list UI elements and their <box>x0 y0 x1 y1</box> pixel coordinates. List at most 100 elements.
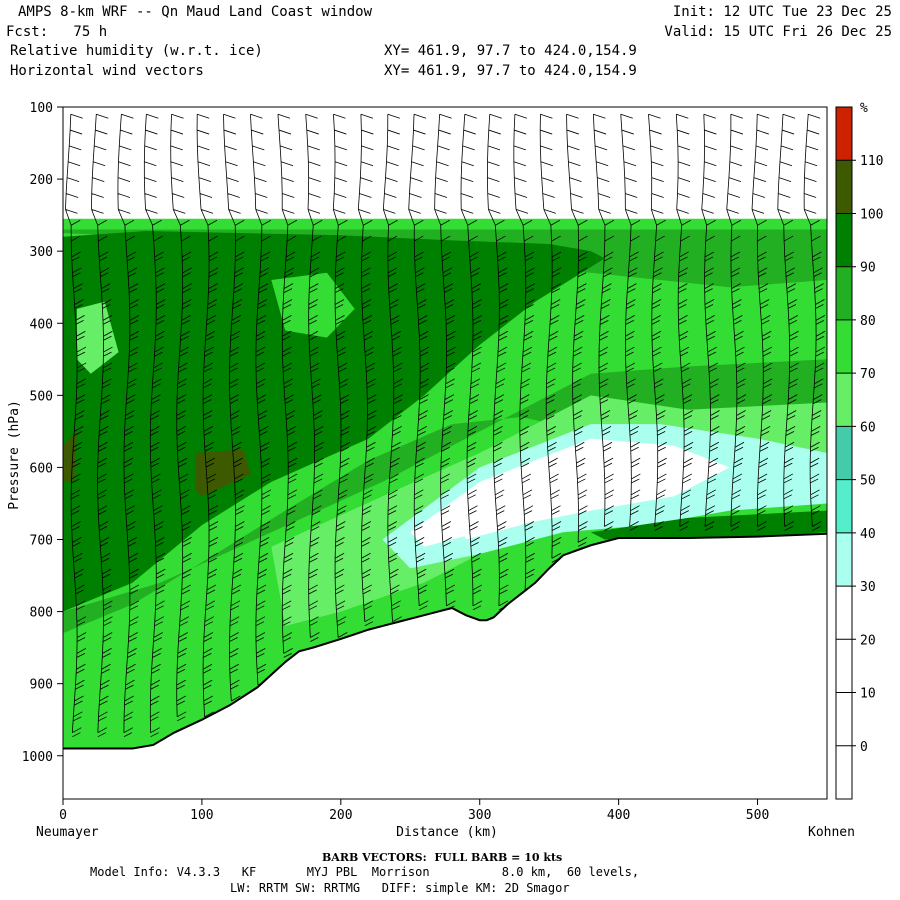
barb-column <box>196 113 219 722</box>
x-tick-label: 0 <box>59 808 67 823</box>
barb-column <box>143 113 166 738</box>
barb-column <box>487 113 509 611</box>
colorbar-segment <box>836 319 852 374</box>
y-tick-label: 600 <box>30 461 53 476</box>
x-tick-label: 100 <box>190 808 213 823</box>
colorbar-segment <box>836 745 852 799</box>
barb-column <box>513 113 535 595</box>
barb-column <box>803 113 826 531</box>
header-line4-left: Horizontal wind vectors <box>10 63 204 79</box>
colorbar-segment <box>836 532 852 587</box>
x-right-label: Kohnen <box>808 825 855 840</box>
colorbar-label: 60 <box>860 420 876 435</box>
colorbar-segment <box>836 479 852 533</box>
colorbar-segment <box>836 373 852 427</box>
y-tick-label: 300 <box>30 245 53 260</box>
colorbar-label: 50 <box>860 474 876 489</box>
colorbar-label: 80 <box>860 314 876 329</box>
colorbar-frame <box>835 106 853 800</box>
header-line2-left: Fcst: 75 h <box>6 24 108 40</box>
colorbar-unit: % <box>860 101 868 116</box>
barb-column <box>460 113 483 611</box>
colorbar-label: 40 <box>860 527 876 542</box>
colorbar-segment <box>836 639 852 693</box>
terrain-fill <box>63 533 827 799</box>
y-axis-label: Pressure (hPa) <box>7 400 22 510</box>
barb-column <box>539 113 562 563</box>
barb-column <box>592 113 615 531</box>
x-tick-label: 200 <box>329 808 352 823</box>
header-line3-left: Relative humidity (w.r.t. ice) <box>10 43 263 59</box>
model-info: Model Info: V4.3.3 KF MYJ PBL Morrison 8… <box>90 865 640 879</box>
physics-info: LW: RRTM SW: RRTMG DIFF: simple KM: 2D S… <box>230 881 570 895</box>
header-line1-right: Init: 12 UTC Tue 23 Dec 25 <box>672 4 892 20</box>
barb-column <box>277 113 298 658</box>
wind-barbs <box>65 113 826 738</box>
header-line4-right: XY= 461.9, 97.7 to 424.0,154.9 <box>384 63 637 79</box>
colorbar-label: 20 <box>860 633 876 648</box>
barb-column <box>250 113 272 690</box>
header-line3-right: XY= 461.9, 97.7 to 424.0,154.9 <box>384 43 637 59</box>
rh-region-8 <box>451 467 591 540</box>
barb-column <box>305 113 324 642</box>
barb-column <box>65 113 87 738</box>
colorbar-label: 100 <box>860 207 883 222</box>
header-line1-left: AMPS 8-km WRF -- Qn Maud Land Coast wind… <box>18 4 373 20</box>
colorbar-segment <box>836 426 852 480</box>
barb-column <box>777 113 799 531</box>
x-tick-label: 300 <box>468 808 491 823</box>
colorbar-segment <box>836 107 852 161</box>
terrain-line <box>63 532 827 750</box>
y-tick-label: 1000 <box>22 750 53 765</box>
rh-shading <box>63 107 827 749</box>
barb-column <box>648 113 667 531</box>
barb-column <box>91 113 113 738</box>
barb-column <box>726 113 747 531</box>
colorbar-label: 70 <box>860 367 876 382</box>
y-tick-label: 100 <box>30 101 53 116</box>
x-tick-label: 400 <box>607 808 630 823</box>
barb-column <box>434 113 456 611</box>
terrain-mask <box>63 532 827 799</box>
colorbar-segment <box>836 266 852 320</box>
x-axis-label: Distance (km) <box>396 825 498 840</box>
colorbar-segment <box>836 213 852 267</box>
barb-column <box>675 113 694 531</box>
y-tick-label: 800 <box>30 606 53 621</box>
colorbar-segment <box>836 586 852 640</box>
barb-column <box>566 113 588 547</box>
barb-column <box>223 113 245 706</box>
colorbar-label: 90 <box>860 261 876 276</box>
y-tick-label: 400 <box>30 317 53 332</box>
plot-frame <box>62 106 828 800</box>
rh-region-9 <box>590 510 827 540</box>
y-axis: 100 200 300 400 500 600 700 800 900 1000 <box>22 101 63 765</box>
header-line2-right: Valid: 15 UTC Fri 26 Dec 25 <box>664 24 892 40</box>
x-left-label: Neumayer <box>36 825 99 840</box>
barb-column <box>408 113 430 611</box>
barb-column <box>751 113 773 531</box>
barb-note: BARB VECTORS: FULL BARB = 10 kts <box>322 851 563 864</box>
y-tick-label: 900 <box>30 678 53 693</box>
colorbar-label: 10 <box>860 687 876 702</box>
colorbar-label: 0 <box>860 740 868 755</box>
y-tick-label: 500 <box>30 389 53 404</box>
barb-column <box>701 113 720 531</box>
colorbar-label: 110 <box>860 154 883 169</box>
barb-column <box>382 113 403 627</box>
y-tick-label: 200 <box>30 173 53 188</box>
barb-column <box>620 113 641 531</box>
x-axis: 0 100 200 300 400 500 <box>59 799 769 823</box>
x-tick-label: 500 <box>746 808 769 823</box>
barb-column <box>117 113 140 738</box>
colorbar-segment <box>836 160 852 214</box>
colorbar-label: 30 <box>860 580 876 595</box>
rh-region-13 <box>76 301 119 374</box>
y-tick-label: 700 <box>30 534 53 549</box>
rh-region-0 <box>63 107 827 219</box>
rh-region-3 <box>63 230 605 612</box>
barb-column <box>170 113 192 722</box>
rh-region-10 <box>271 272 355 338</box>
